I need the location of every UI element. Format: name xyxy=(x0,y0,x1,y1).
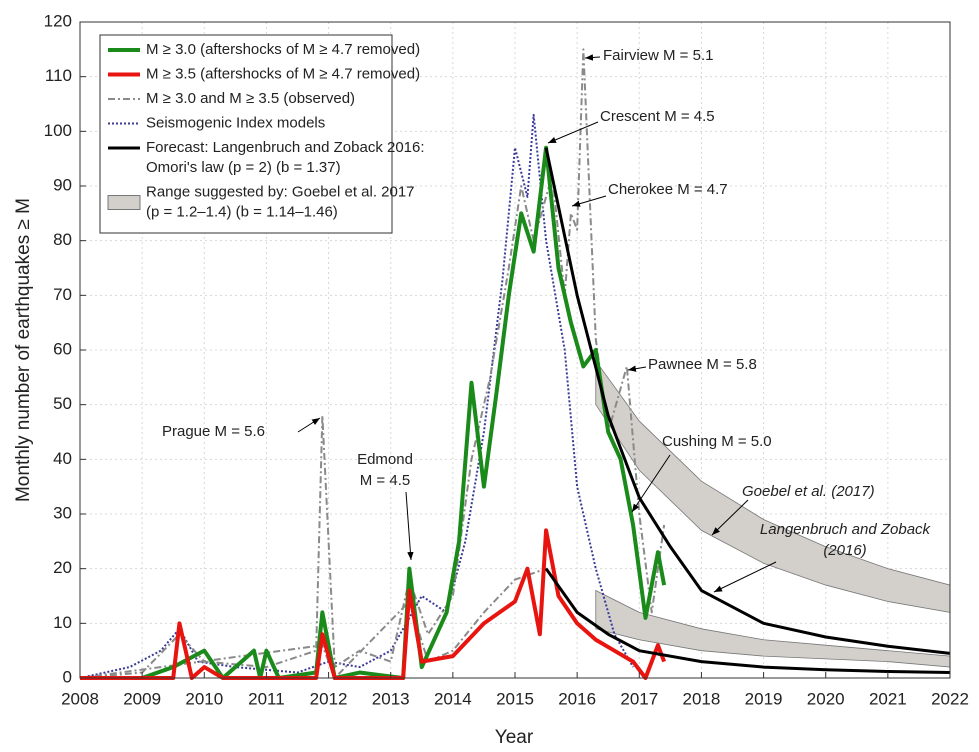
annotation: Edmond xyxy=(357,451,413,468)
annotation-arrow xyxy=(571,195,607,207)
y-tick-label: 0 xyxy=(63,667,72,686)
x-axis-label: Year xyxy=(495,727,534,748)
legend-label: Forecast: Langenbruch and Zoback 2016: xyxy=(146,139,425,156)
legend-label: M ≥ 3.0 (aftershocks of M ≥ 4.7 removed) xyxy=(146,41,420,58)
legend-label: Omori's law (p = 2) (b = 1.37) xyxy=(146,159,341,176)
annotation: Pawnee M = 5.8 xyxy=(648,356,757,373)
y-tick-label: 30 xyxy=(53,503,72,522)
x-tick-label: 2017 xyxy=(620,689,658,708)
x-tick-label: 2008 xyxy=(61,689,99,708)
x-tick-label: 2010 xyxy=(185,689,223,708)
annotation-arrow xyxy=(584,54,601,61)
annotation: Crescent M = 4.5 xyxy=(600,108,715,125)
x-tick-label: 2019 xyxy=(745,689,783,708)
x-tick-label: 2011 xyxy=(248,689,285,708)
y-tick-label: 110 xyxy=(45,66,72,85)
annotation: Cushing M = 5.0 xyxy=(662,433,772,450)
y-tick-label: 70 xyxy=(53,285,72,304)
series-line xyxy=(80,528,667,680)
x-tick-label: 2016 xyxy=(558,689,596,708)
annotation: Cherokee M = 4.7 xyxy=(608,181,728,198)
legend-label: Seismogenic Index models xyxy=(146,114,325,131)
legend-label: (p = 1.2–1.4) (b = 1.14–1.46) xyxy=(146,203,338,220)
series-line xyxy=(544,567,951,675)
y-tick-label: 100 xyxy=(44,121,72,140)
annotation: M = 4.5 xyxy=(360,472,410,489)
x-tick-label: 2021 xyxy=(869,689,907,708)
y-tick-label: 10 xyxy=(53,613,72,632)
annotation-arrow xyxy=(547,121,599,144)
series-line xyxy=(80,145,667,680)
y-tick-label: 90 xyxy=(53,175,72,194)
x-tick-label: 2013 xyxy=(372,689,410,708)
x-tick-label: 2009 xyxy=(123,689,161,708)
legend-label: M ≥ 3.0 and M ≥ 3.5 (observed) xyxy=(146,90,355,107)
x-tick-label: 2018 xyxy=(683,689,721,708)
x-tick-label: 2012 xyxy=(310,689,348,708)
y-tick-label: 40 xyxy=(53,449,72,468)
annotation-arrow xyxy=(297,417,321,433)
annotation-arrow xyxy=(711,499,749,536)
y-tick-label: 20 xyxy=(53,558,72,577)
x-tick-label: 2014 xyxy=(434,689,472,708)
y-tick-label: 50 xyxy=(53,394,72,413)
annotation: Fairview M = 5.1 xyxy=(603,47,713,64)
annotation-arrow xyxy=(405,491,414,561)
legend-label: Range suggested by: Goebel et al. 2017 xyxy=(146,183,415,200)
annotation: (2016) xyxy=(823,542,866,559)
annotation-arrow xyxy=(631,454,671,513)
x-tick-label: 2022 xyxy=(931,689,969,708)
x-tick-label: 2015 xyxy=(496,689,534,708)
annotation: Langenbruch and Zoback xyxy=(760,521,932,538)
x-tick-label: 2020 xyxy=(807,689,845,708)
legend-box xyxy=(99,34,393,234)
annotation: Prague M = 5.6 xyxy=(162,423,265,440)
y-tick-label: 120 xyxy=(44,11,72,30)
legend-swatch xyxy=(107,195,141,210)
legend-label: M ≥ 3.5 (aftershocks of M ≥ 4.7 removed) xyxy=(146,65,420,82)
y-tick-label: 80 xyxy=(53,230,72,249)
plot-frame xyxy=(79,21,951,679)
annotation: Goebel et al. (2017) xyxy=(742,483,875,500)
series-line xyxy=(544,147,951,655)
y-tick-label: 60 xyxy=(53,339,72,358)
annotation-arrow xyxy=(713,561,777,593)
annotation-arrow xyxy=(627,365,647,372)
y-axis-label: Monthly number of earthquakes ≥ M xyxy=(13,198,34,502)
